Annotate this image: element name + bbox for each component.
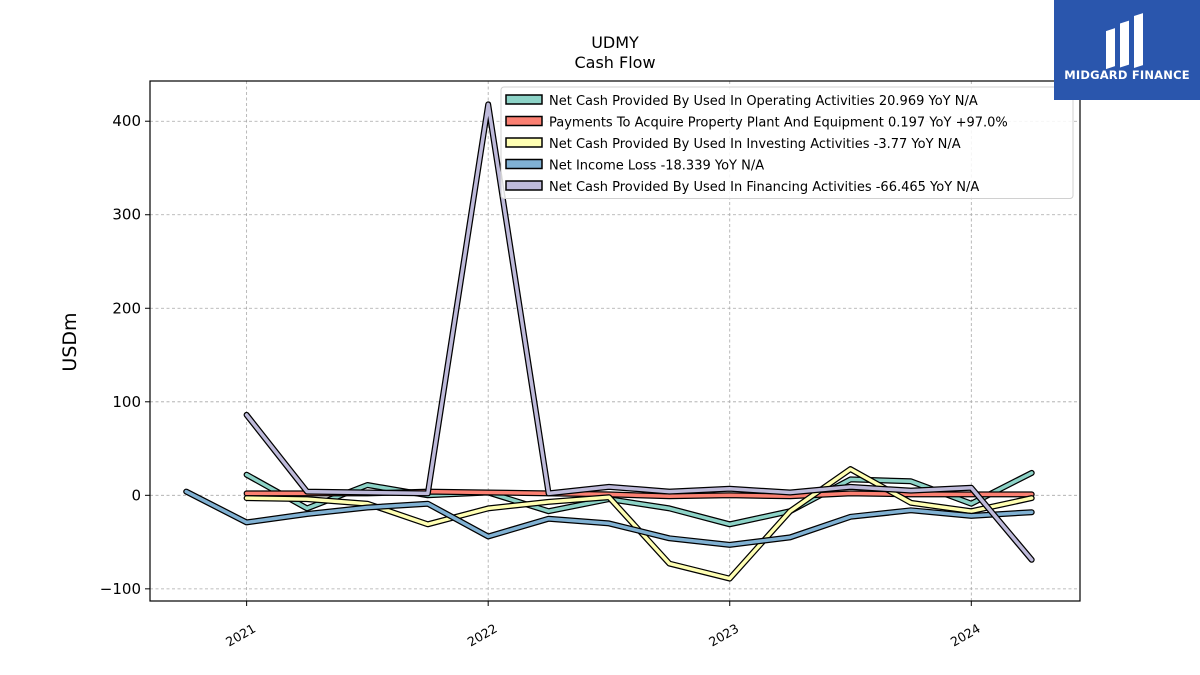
data-point	[245, 497, 248, 499]
data-point	[366, 506, 369, 509]
series-5	[243, 101, 1035, 563]
data-point	[728, 488, 731, 490]
logo-text: MIDGARD FINANCE	[1064, 68, 1190, 82]
data-point	[970, 502, 973, 505]
data-point	[547, 517, 550, 520]
series-4	[183, 488, 1035, 548]
data-point	[668, 537, 671, 540]
data-point	[366, 491, 369, 494]
data-point	[608, 496, 610, 499]
data-point	[245, 492, 248, 495]
data-point	[668, 507, 671, 510]
data-point	[789, 491, 791, 494]
data-point	[970, 493, 973, 496]
legend-label: Net Cash Provided By Used In Operating A…	[549, 94, 978, 109]
data-point	[366, 502, 369, 505]
data-point	[547, 510, 550, 512]
data-point	[910, 502, 912, 504]
data-point	[728, 544, 731, 546]
data-point	[910, 509, 912, 512]
data-point	[789, 495, 791, 498]
x-tick-label: 2021	[223, 621, 258, 650]
series-line	[244, 102, 1034, 562]
data-point	[547, 501, 550, 503]
data-point	[728, 523, 731, 526]
data-point	[487, 491, 490, 494]
data-point	[245, 521, 248, 524]
data-point	[306, 513, 308, 515]
legend-box	[500, 86, 1074, 199]
data-point	[849, 486, 852, 488]
data-point	[849, 468, 852, 470]
data-point	[668, 495, 671, 498]
legend-label: Net Cash Provided By Used In Financing A…	[549, 180, 979, 195]
data-point	[970, 510, 973, 512]
data-point	[849, 492, 852, 495]
data-point	[910, 493, 912, 496]
y-tick-label: 200	[112, 299, 141, 317]
x-tick-label: 2022	[465, 621, 500, 650]
logo-mark-icon	[1106, 13, 1143, 70]
data-point	[547, 492, 550, 495]
data-point	[970, 487, 973, 489]
y-axis-label: USDm	[59, 312, 81, 371]
y-tick-label: 100	[112, 393, 141, 411]
data-point	[970, 515, 973, 517]
data-point	[487, 535, 490, 538]
legend-label: Payments To Acquire Property Plant And E…	[549, 116, 1008, 131]
chart-title: UDMY	[591, 33, 639, 52]
data-point	[306, 490, 308, 493]
legend-swatch	[505, 137, 543, 148]
legend: Net Cash Provided By Used In Operating A…	[500, 86, 1074, 199]
data-point	[245, 473, 248, 476]
data-point	[487, 507, 490, 510]
legend-label: Net Cash Provided By Used In Investing A…	[549, 137, 961, 152]
data-point	[306, 507, 308, 510]
x-tick-label: 2024	[948, 621, 983, 650]
data-point	[185, 490, 187, 493]
data-point	[427, 523, 429, 526]
data-point	[608, 522, 610, 525]
data-point	[487, 103, 490, 106]
legend-swatch	[505, 180, 543, 191]
y-tick-label: 300	[112, 206, 141, 224]
data-point	[245, 414, 248, 416]
data-point	[1030, 497, 1033, 499]
series-layer	[183, 101, 1035, 582]
data-point	[1030, 472, 1033, 474]
data-point	[427, 492, 429, 495]
data-point	[1030, 511, 1033, 513]
plot-frame	[149, 80, 1081, 602]
legend-swatch	[505, 94, 543, 105]
brand-logo: MIDGARD FINANCE	[1054, 0, 1200, 100]
data-point	[427, 502, 429, 505]
legend-swatch	[505, 115, 543, 127]
series-line	[244, 471, 1034, 527]
data-point	[728, 577, 731, 580]
chart-subtitle: Cash Flow	[574, 53, 655, 72]
y-tick-label: 0	[131, 486, 141, 504]
data-point	[1030, 493, 1033, 496]
y-tick-label: −100	[100, 580, 141, 598]
data-point	[366, 484, 369, 486]
data-point	[849, 478, 852, 481]
data-point	[789, 510, 791, 512]
data-point	[1030, 559, 1033, 561]
legend-label: Net Income Loss -18.339 YoY N/A	[549, 159, 764, 174]
data-point	[608, 486, 610, 488]
data-point	[849, 516, 852, 518]
data-point	[306, 498, 308, 500]
data-point	[668, 490, 671, 493]
data-point	[910, 489, 912, 492]
y-tick-label: 400	[112, 112, 141, 130]
data-point	[668, 562, 671, 565]
data-point	[910, 480, 912, 483]
data-point	[728, 494, 731, 497]
data-point	[789, 536, 791, 539]
x-tick-label: 2023	[706, 621, 741, 650]
series-1	[243, 469, 1035, 528]
legend-swatch	[505, 158, 543, 170]
